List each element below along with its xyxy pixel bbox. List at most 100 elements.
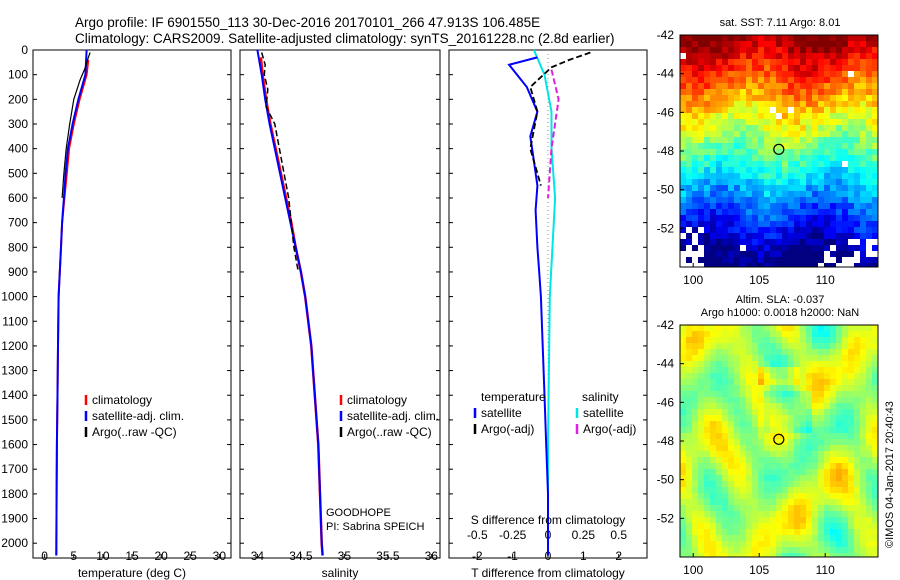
sla-cell bbox=[722, 373, 729, 380]
sst-cell bbox=[782, 203, 789, 210]
sst-cell bbox=[806, 125, 813, 132]
sla-cell bbox=[830, 349, 837, 356]
sst-cell bbox=[782, 83, 789, 90]
sla-cell bbox=[692, 439, 699, 446]
sst-cell bbox=[860, 101, 867, 108]
sst-cell bbox=[788, 107, 795, 114]
sst-cell bbox=[860, 191, 867, 198]
map-y-tick--44: -44 bbox=[657, 357, 675, 371]
sst-cell bbox=[680, 239, 687, 246]
sst-cell bbox=[848, 113, 855, 120]
sla-cell bbox=[812, 451, 819, 458]
sst-cell bbox=[722, 113, 729, 120]
sst-cell bbox=[680, 149, 687, 156]
sst-cell bbox=[854, 179, 861, 186]
sla-cell bbox=[794, 385, 801, 392]
sst-cell bbox=[872, 263, 878, 267]
sla-cell bbox=[842, 541, 849, 548]
sst-cell bbox=[752, 197, 759, 204]
sst-cell bbox=[848, 101, 855, 108]
sst-cell bbox=[734, 167, 741, 174]
sla-cell bbox=[680, 337, 687, 344]
sst-cell bbox=[872, 131, 878, 138]
sst-cell bbox=[800, 233, 807, 240]
sla-cell bbox=[794, 493, 801, 500]
sla-cell bbox=[836, 409, 843, 416]
sla-cell bbox=[728, 367, 735, 374]
sst-cell bbox=[866, 119, 873, 126]
sst-cell bbox=[770, 251, 777, 258]
sst-cell bbox=[722, 179, 729, 186]
sla-cell bbox=[704, 463, 711, 470]
sla-cell bbox=[818, 457, 825, 464]
sla-cell bbox=[758, 451, 765, 458]
sst-cell bbox=[722, 161, 729, 168]
sla-cell bbox=[680, 553, 687, 557]
sla-cell bbox=[752, 463, 759, 470]
sla-cell bbox=[758, 421, 765, 428]
sla-cell bbox=[764, 523, 771, 530]
sla-cell bbox=[692, 487, 699, 494]
sst-cell bbox=[746, 167, 753, 174]
sla-cell bbox=[824, 475, 831, 482]
sst-cell bbox=[740, 113, 747, 120]
sla-cell bbox=[770, 415, 777, 422]
sst-cell bbox=[716, 131, 723, 138]
sst-cell bbox=[812, 101, 819, 108]
sst-cell bbox=[800, 161, 807, 168]
sst-cell bbox=[704, 149, 711, 156]
sla-cell bbox=[740, 421, 747, 428]
sla-cell bbox=[770, 469, 777, 476]
sla-cell bbox=[788, 409, 795, 416]
sla-cell bbox=[740, 541, 747, 548]
sla-cell bbox=[752, 385, 759, 392]
sst-cell bbox=[818, 251, 825, 258]
sla-cell bbox=[716, 349, 723, 356]
sla-cell bbox=[776, 379, 783, 386]
sla-cell bbox=[740, 415, 747, 422]
sst-cell bbox=[788, 239, 795, 246]
sla-cell bbox=[836, 553, 843, 557]
sst-cell bbox=[782, 191, 789, 198]
sst-cell bbox=[746, 137, 753, 144]
sla-cell bbox=[776, 463, 783, 470]
sst-cell bbox=[860, 251, 867, 258]
sst-cell bbox=[746, 89, 753, 96]
sst-cell bbox=[794, 65, 801, 72]
sst-cell bbox=[800, 173, 807, 180]
sst-cell bbox=[836, 179, 843, 186]
sal-argo-line bbox=[260, 52, 300, 273]
sst-cell bbox=[776, 173, 783, 180]
sla-cell bbox=[686, 409, 693, 416]
sst-cell bbox=[734, 119, 741, 126]
sla-cell bbox=[824, 469, 831, 476]
sst-cell bbox=[764, 263, 771, 267]
sla-cell bbox=[830, 517, 837, 524]
sla-cell bbox=[806, 505, 813, 512]
sla-cell bbox=[830, 469, 837, 476]
sla-cell bbox=[830, 337, 837, 344]
sla-cell bbox=[728, 349, 735, 356]
sst-cell bbox=[830, 173, 837, 180]
sst-cell bbox=[842, 161, 849, 168]
sst-cell bbox=[854, 107, 861, 114]
sla-cell bbox=[740, 445, 747, 452]
sst-cell bbox=[722, 95, 729, 102]
sla-cell bbox=[746, 535, 753, 542]
sla-cell bbox=[872, 325, 878, 332]
sla-cell bbox=[866, 409, 873, 416]
sla-cell bbox=[716, 547, 723, 554]
sla-cell bbox=[722, 361, 729, 368]
sst-cell bbox=[734, 35, 741, 42]
sst-cell bbox=[704, 131, 711, 138]
sst-cell bbox=[800, 209, 807, 216]
sst-cell bbox=[806, 263, 813, 267]
sst-cell bbox=[848, 191, 855, 198]
sst-cell bbox=[734, 89, 741, 96]
sst-cell bbox=[716, 179, 723, 186]
sla-cell bbox=[692, 409, 699, 416]
sla-cell bbox=[812, 349, 819, 356]
sla-cell bbox=[680, 349, 687, 356]
sst-cell bbox=[836, 173, 843, 180]
sla-cell bbox=[758, 385, 765, 392]
